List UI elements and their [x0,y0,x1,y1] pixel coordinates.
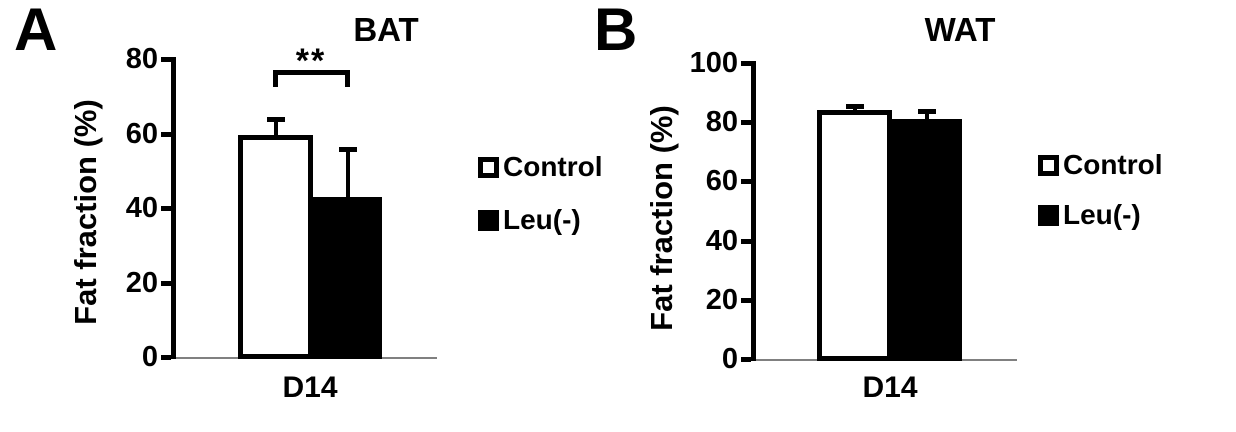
panel-letter-a: A [14,0,58,63]
y-tick-label: 100 [689,47,738,79]
legend-swatch-leu-icon [1038,204,1059,226]
y-tick-label: 80 [705,106,738,139]
error-bar-line [345,147,350,200]
panel-letter-b: B [594,0,638,63]
error-bar-line [273,117,278,138]
y-tick [741,297,751,303]
y-tick [161,280,171,286]
legend-item-control-a: Control [478,150,603,184]
error-bar-cap [266,117,285,122]
bar-leu [892,119,962,361]
bar-control [817,110,892,361]
significance-bracket-left [273,70,278,87]
significance-bracket-top [273,70,350,75]
legend-label-control: Control [1063,149,1163,180]
y-tick [741,238,751,244]
legend-item-leu-b: Leu(-) [1038,198,1141,232]
error-bar-cap [845,104,864,109]
legend-label-leu: Leu(-) [503,204,581,235]
y-tick [741,357,751,362]
y-tick [161,131,171,137]
y-tick [741,179,751,185]
legend-label-control: Control [503,151,603,182]
y-axis-line [751,61,756,361]
panel-title-wat: WAT [924,11,996,48]
legend-swatch-control-icon [1038,154,1059,176]
error-bar-cap [918,109,936,114]
significance-bracket-right [345,70,350,87]
y-tick-label: 60 [125,117,158,150]
x-category-label-b: D14 [862,371,918,404]
y-tick [741,61,751,66]
legend-item-control-b: Control [1038,148,1163,182]
panel-title-bat: BAT [353,11,419,48]
y-tick-label: 0 [141,341,158,373]
y-tick [741,120,751,126]
y-tick-label: 40 [705,224,738,257]
y-tick-label: 80 [125,43,158,75]
significance-stars: ** [295,42,327,80]
bar-leu [313,197,382,359]
y-tick [161,206,171,211]
y-axis-line [171,57,176,359]
x-category-label-a: D14 [282,371,338,404]
legend-label-leu: Leu(-) [1063,199,1141,230]
y-tick-label: 0 [721,343,738,375]
legend-item-leu-a: Leu(-) [478,203,581,237]
y-tick-label: 60 [705,165,738,198]
legend-swatch-leu-icon [478,209,499,231]
error-bar-cap [338,147,357,152]
y-tick-label: 20 [705,283,738,316]
y-tick-label: 20 [125,266,158,299]
legend-swatch-control-icon [478,156,499,178]
y-tick [161,355,171,360]
bar-control [238,135,313,359]
y-tick [161,57,171,62]
error-bar-line [925,109,929,122]
y-tick-label: 40 [125,192,158,224]
